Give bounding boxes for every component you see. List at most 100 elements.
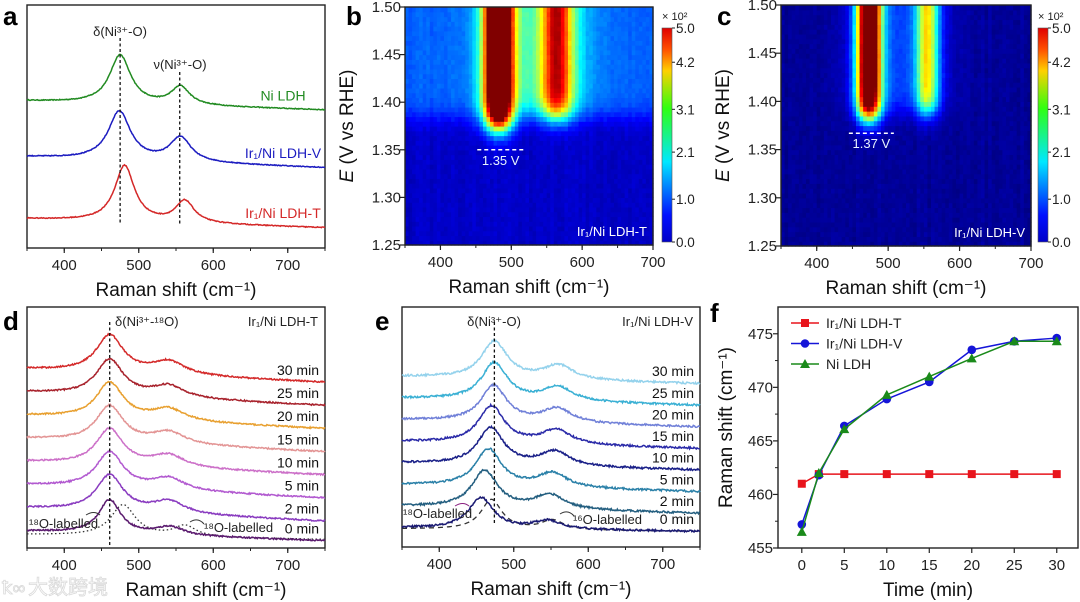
heatmap-cell [433,49,438,56]
heatmap-cell [497,187,502,194]
heatmap-cell [468,221,473,227]
heatmap-cell [546,240,551,246]
heatmap-cell [550,92,555,99]
heatmap-cell [635,35,640,41]
heatmap-cell [870,111,875,117]
heatmap-cell [649,235,654,241]
heatmap-cell [564,202,569,208]
heatmap-cell [791,58,796,64]
heatmap-cell [809,38,814,45]
heatmap-cell [617,78,622,84]
heatmap-cell [635,11,640,18]
heatmap-cell [599,40,604,46]
heatmap-cell [500,83,505,89]
x-tick-label: 500 [126,257,151,274]
heatmap-cell [798,111,804,117]
heatmap-cell [603,206,608,213]
heatmap-cell [592,68,597,75]
heatmap-cell [631,30,636,37]
heatmap-cell [827,33,832,40]
heatmap-cell [440,16,445,22]
heatmap-cell [426,121,431,127]
heatmap-cell [458,49,463,56]
heatmap-cell [415,64,420,70]
heatmap-cell [472,116,477,122]
heatmap-cell [529,73,534,79]
heatmap-cell [426,240,431,246]
heatmap-cell [461,140,466,146]
heatmap-cell [422,154,427,160]
heatmap-cell [813,91,818,98]
heatmap-cell [827,217,832,223]
heatmap-cell [468,240,473,246]
x-tick-label: 400 [52,257,77,274]
heatmap-cell [419,111,424,118]
heatmap-cell [564,102,569,108]
heatmap-cell [443,211,449,218]
heatmap-cell [426,64,431,70]
heatmap-cell [443,111,449,118]
heatmap-cell [870,221,875,228]
heatmap-cell [645,183,651,189]
heatmap-cell [649,221,654,227]
heatmap-cell [795,101,800,107]
heatmap-cell [539,54,544,60]
heatmap-cell [536,78,541,84]
heatmap-cell [813,62,818,69]
heatmap-cell [405,192,410,198]
heatmap-cell [788,178,793,184]
heatmap-cell [845,5,850,11]
heatmap-cell [791,236,796,242]
heatmap-cell [791,14,796,21]
heatmap-cell [802,96,807,102]
heatmap-cell [870,48,875,54]
heatmap-cell [451,7,456,13]
heatmap-cell [422,97,427,103]
heatmap-cell [784,135,789,141]
heatmap-cell [628,197,633,203]
heatmap-cell [791,33,796,40]
heatmap-cell [599,59,604,65]
heatmap-cell [429,16,434,22]
heatmap-cell [557,225,562,232]
heatmap-cell [624,73,629,79]
heatmap-cell [529,168,534,175]
heatmap-cell [497,59,502,65]
heatmap-cell [426,73,431,79]
heatmap-cell [571,130,576,137]
heatmap-cell [834,29,839,35]
heatmap-cell [606,211,612,218]
heatmap-cell [831,144,836,151]
heatmap-cell [638,26,643,32]
heatmap-cell [585,64,590,70]
heatmap-cell [415,135,420,141]
heatmap-cell [784,62,789,69]
heatmap-cell [447,183,452,189]
heatmap-cell [504,35,509,41]
heatmap-cell [514,206,519,213]
heatmap-cell [585,59,590,65]
heatmap-cell [813,77,818,83]
heatmap-cell [610,102,615,108]
heatmap-cell [543,202,548,208]
heatmap-cell [490,164,495,170]
heatmap-cell [539,149,544,156]
heatmap-cell [582,68,587,75]
heatmap-cell [806,236,811,242]
heatmap-cell [831,111,836,117]
heatmap-cell [458,216,463,222]
heatmap-cell [571,173,576,179]
heatmap-cell [827,24,832,30]
heatmap-cell [624,206,629,213]
heatmap-cell [532,202,537,208]
heatmap-cell [482,183,488,189]
heatmap-cell [500,16,505,22]
heatmap-cell [405,78,410,84]
heatmap-cell [806,149,811,156]
heatmap-cell [433,40,438,46]
heatmap-cell [606,30,612,37]
heatmap-cell [504,54,509,60]
heatmap-cell [447,111,452,118]
heatmap-cell [845,154,850,160]
heatmap-cell [560,154,566,160]
